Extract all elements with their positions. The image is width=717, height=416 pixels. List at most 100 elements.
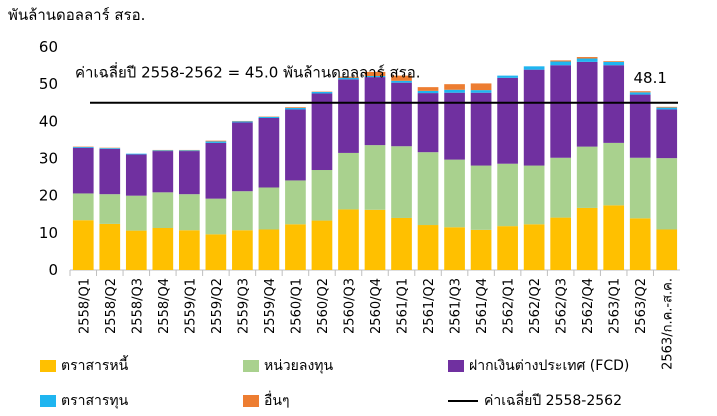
bar-segment-5	[470, 83, 492, 91]
bar-segment-4	[523, 66, 545, 70]
bar-segment-2	[550, 157, 571, 218]
bar-segment-1	[497, 226, 518, 270]
y-tick-label: 50	[39, 75, 58, 93]
legend-item-funds: หน่วยลงทุน	[243, 355, 333, 377]
legend-label-average: ค่าเฉลี่ยปี 2558-2562	[484, 393, 622, 409]
bar-segment-3	[550, 65, 571, 158]
bar-segment-4	[470, 90, 492, 93]
bar-segment-1	[576, 207, 598, 270]
bar-segment-2	[338, 152, 359, 210]
legend-swatch-debt	[40, 360, 56, 372]
bar-segment-5	[444, 84, 465, 90]
bar-segment-1	[232, 230, 253, 270]
bar-segment-1	[550, 217, 571, 270]
bar-segment-1	[656, 229, 678, 270]
bar-segment-2	[417, 152, 439, 226]
y-tick-label: 40	[39, 112, 58, 130]
bar-segment-4	[391, 80, 412, 83]
x-tick-label: 2562/Q2	[528, 278, 543, 334]
x-tick-label: 2563/Q2	[634, 278, 649, 334]
bar-segment-3	[470, 92, 492, 166]
bar-segment-5	[603, 61, 625, 62]
bar-segment-3	[576, 61, 598, 147]
bar-segment-3	[152, 151, 174, 193]
x-tick-label: 2562/Q3	[555, 278, 570, 334]
legend-item-others: อื่นๆ	[243, 390, 290, 412]
x-tick-label: 2561/Q3	[449, 278, 464, 334]
legend-item-average: ค่าเฉลี่ยปี 2558-2562	[448, 390, 622, 412]
bar-segment-5	[576, 57, 598, 59]
bar-segment-4	[550, 61, 571, 66]
bar-segment-3	[311, 93, 333, 171]
y-tick-label: 60	[39, 38, 58, 56]
bar-segment-2	[470, 165, 492, 230]
bar-segment-3	[179, 151, 200, 195]
bar-segment-4	[576, 58, 598, 62]
bar-segment-4	[232, 121, 253, 123]
bar-segment-2	[285, 180, 306, 225]
bar-segment-4	[444, 89, 465, 93]
x-tick-label: 2558/Q4	[157, 278, 172, 334]
bar-segment-3	[99, 148, 121, 195]
bar-segment-2	[364, 145, 386, 210]
bar-segment-4	[125, 153, 147, 155]
x-tick-label: 2563/ก.ค.-ส.ค.	[661, 278, 676, 370]
x-tick-label: 2560/Q2	[316, 278, 331, 334]
y-axis-unit-label: พันล้านดอลลาร์ สรอ.	[8, 6, 146, 24]
bar-segment-2	[603, 142, 625, 206]
data-label-2563-q2: 48.1	[634, 69, 667, 87]
x-tick-label: 2558/Q3	[130, 278, 145, 334]
legend-label-fcd: ฝากเงินต่างประเทศ (FCD)	[469, 358, 630, 374]
bar-segment-1	[444, 227, 465, 270]
bar-segment-3	[444, 92, 465, 160]
bar-segment-1	[311, 220, 333, 270]
bar-segment-1	[470, 229, 492, 270]
bar-segment-1	[152, 228, 174, 270]
legend-item-debt: ตราสารหนี้	[40, 355, 128, 377]
x-tick-label: 2560/Q3	[342, 278, 357, 334]
bar-segment-3	[285, 109, 306, 181]
bar-segment-4	[72, 146, 94, 148]
bar-segment-5	[338, 76, 359, 78]
bar-segment-4	[603, 61, 625, 66]
bar-segment-1	[523, 224, 545, 270]
bar-segment-2	[391, 146, 412, 218]
legend-item-fcd: ฝากเงินต่างประเทศ (FCD)	[448, 355, 629, 377]
bar-segment-2	[444, 159, 465, 228]
bar-segment-1	[338, 209, 359, 270]
bar-segment-4	[285, 107, 306, 110]
bar-segment-1	[258, 229, 280, 270]
bar-segment-1	[205, 234, 227, 270]
bar-segment-2	[152, 192, 174, 229]
bar-segment-2	[629, 157, 651, 219]
x-tick-label: 2559/Q1	[183, 278, 198, 334]
bar-segment-3	[258, 117, 280, 188]
legend-label-others: อื่นๆ	[264, 393, 290, 409]
legend-swatch-equity	[40, 395, 56, 407]
bar-segment-3	[417, 93, 439, 153]
average-annotation: ค่าเฉลี่ยปี 2558-2562 = 45.0 พันล้านดอลล…	[75, 62, 420, 82]
bar-segment-4	[417, 90, 439, 94]
x-tick-label: 2559/Q3	[236, 278, 251, 334]
bar-segment-1	[99, 223, 121, 270]
x-tick-label: 2563/Q1	[608, 278, 623, 334]
bar-segment-2	[179, 194, 200, 231]
bar-segment-2	[125, 195, 147, 231]
legend-swatch-average	[448, 400, 478, 402]
bar-segment-5	[550, 60, 571, 62]
x-tick-label: 2561/Q1	[396, 278, 411, 334]
y-tick-label: 0	[48, 261, 58, 279]
bar-segment-1	[364, 209, 386, 270]
legend-swatch-fcd	[448, 360, 464, 372]
bar-segment-1	[179, 230, 200, 270]
bar-segment-1	[285, 224, 306, 270]
bar-segment-4	[364, 75, 386, 78]
bar-segment-3	[205, 142, 227, 199]
legend-swatch-others	[243, 395, 259, 407]
y-tick-label: 20	[39, 187, 58, 205]
bar-segment-5	[629, 91, 651, 93]
x-tick-label: 2561/Q2	[422, 278, 437, 334]
bar-segment-2	[497, 163, 518, 227]
